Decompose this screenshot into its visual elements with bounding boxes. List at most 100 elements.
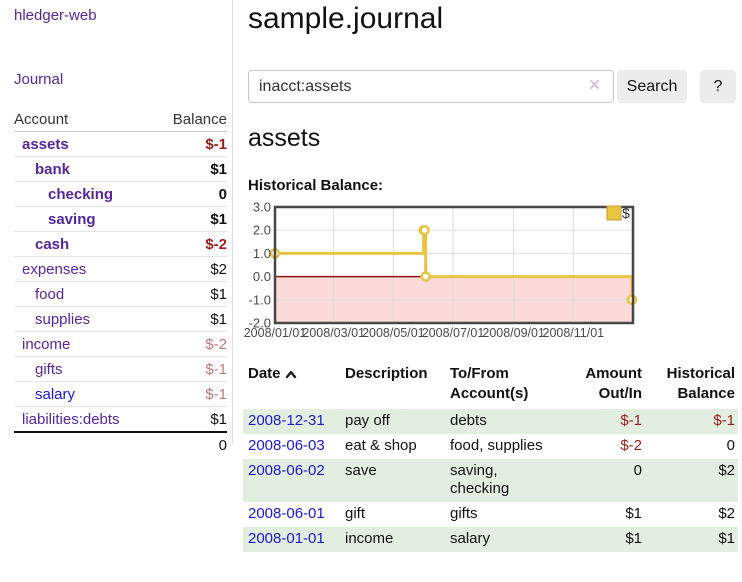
account-balance: $1 xyxy=(210,310,227,328)
y-axis-tick-label: 2.0 xyxy=(253,223,271,238)
transaction-description: gift xyxy=(345,505,366,522)
sort-ascending-icon xyxy=(285,365,297,385)
sidebar-account-link[interactable]: income xyxy=(22,335,71,353)
accounts-table-header: Account Balance xyxy=(14,107,227,132)
y-axis-tick-label: -1.0 xyxy=(249,292,271,307)
sidebar-account-link[interactable]: cash xyxy=(35,235,70,253)
account-balance: $1 xyxy=(210,210,227,228)
sidebar-account-link[interactable]: gifts xyxy=(35,360,63,378)
sidebar-account-link[interactable]: food xyxy=(35,285,65,303)
register-header-row: Date Description To/From Account(s) Amoun… xyxy=(243,364,738,409)
y-axis-tick-label: 3.0 xyxy=(253,200,271,215)
search-input[interactable] xyxy=(248,70,614,103)
clear-search-icon[interactable]: × xyxy=(589,75,601,96)
account-row: gifts $-1 xyxy=(14,357,227,382)
x-axis-tick-label: 2008/05/01 xyxy=(362,326,425,340)
sidebar-account-link[interactable]: assets xyxy=(22,135,69,153)
chart-title: Historical Balance: xyxy=(248,177,384,194)
register-table: Date Description To/From Account(s) Amoun… xyxy=(243,364,738,552)
transaction-amount: $1 xyxy=(625,530,642,547)
transaction-date-link[interactable]: 2008-01-01 xyxy=(248,530,325,547)
sidebar-account-link[interactable]: supplies xyxy=(35,310,91,328)
transaction-date-link[interactable]: 2008-06-02 xyxy=(248,462,325,479)
y-axis-tick-label: 1.0 xyxy=(253,246,271,261)
sidebar-account-link[interactable]: bank xyxy=(35,160,71,178)
transaction-balance: $2 xyxy=(718,505,735,522)
sidebar-item-journal[interactable]: Journal xyxy=(14,71,64,88)
register-row: 2008-06-02 save saving, checking 0 $2 xyxy=(243,459,738,502)
sidebar-account-link[interactable]: expenses xyxy=(22,260,87,278)
account-row: saving $1 xyxy=(14,207,227,232)
chart-border xyxy=(273,205,635,325)
transaction-balance: $2 xyxy=(718,462,735,479)
account-balance: $2 xyxy=(210,260,227,278)
transaction-description: pay off xyxy=(345,412,390,429)
account-balance: $-2 xyxy=(205,335,227,353)
transaction-accounts: debts xyxy=(450,412,487,429)
accounts-table: Account Balance assets $-1 bank $1 checking 0… xyxy=(14,107,227,457)
transaction-amount: $-1 xyxy=(620,412,642,429)
x-axis-tick-label: 2008/07/01 xyxy=(422,326,485,340)
account-balance: $1 xyxy=(210,285,227,303)
accounts-total-value: 0 xyxy=(218,436,227,454)
transaction-description: eat & shop xyxy=(345,437,417,454)
account-row: food $1 xyxy=(14,282,227,307)
search-button[interactable]: Search xyxy=(617,70,687,103)
register-table-body: 2008-12-31 pay off debts $-1 $-1 2008-06-03 ea… xyxy=(243,409,738,552)
transaction-date-link[interactable]: 2008-12-31 xyxy=(248,412,325,429)
account-row: checking 0 xyxy=(14,182,227,207)
transaction-accounts: food, supplies xyxy=(450,437,543,454)
accounts-table-body: assets $-1 bank $1 checking 0 saving $1 cash $-2 e… xyxy=(14,132,227,431)
amount-column-header: Amount Out/In xyxy=(585,365,642,402)
transaction-description: save xyxy=(345,462,377,479)
help-button[interactable]: ? xyxy=(700,70,736,103)
y-axis-tick-label: -2.0 xyxy=(249,316,271,331)
x-axis-tick-label: 2008/01/01 xyxy=(244,326,307,340)
app-title-link[interactable]: hledger-web xyxy=(14,7,97,24)
register-row: 2008-01-01 income salary $1 $1 xyxy=(243,527,738,552)
account-heading: assets xyxy=(248,124,321,152)
register-row: 2008-06-03 eat & shop food, supplies $-2 0 xyxy=(243,434,738,459)
account-balance: $1 xyxy=(210,410,227,428)
accounts-total-row: 0 xyxy=(14,431,227,457)
account-row: liabilities:debts $1 xyxy=(14,407,227,431)
transaction-date-link[interactable]: 2008-06-01 xyxy=(248,505,325,522)
data-point-marker xyxy=(420,271,431,282)
legend-swatch xyxy=(606,205,622,221)
transaction-amount: 0 xyxy=(633,462,642,479)
account-balance: $-1 xyxy=(205,360,227,378)
sidebar-account-link[interactable]: checking xyxy=(48,185,114,203)
account-row: assets $-1 xyxy=(14,132,227,157)
date-column-header[interactable]: Date xyxy=(243,364,345,409)
transaction-balance: $-1 xyxy=(713,412,735,429)
transaction-date-link[interactable]: 2008-06-03 xyxy=(248,437,325,454)
date-header-label: Date xyxy=(248,365,281,382)
sidebar-account-link[interactable]: saving xyxy=(48,210,96,228)
x-axis-tick-label: 2008/11/01 xyxy=(543,326,605,340)
account-balance: $1 xyxy=(210,160,227,178)
account-balance: $-2 xyxy=(205,235,227,253)
transaction-accounts: saving, checking xyxy=(450,462,510,497)
page-title: sample.journal xyxy=(248,2,444,35)
balance-chart: $3.0 2.0 1.0 0.0 -1.0 -2.0 2008/01/01 2008/03/0… xyxy=(244,200,742,342)
account-row: supplies $1 xyxy=(14,307,227,332)
description-column-header: Description xyxy=(345,365,428,382)
account-row: bank $1 xyxy=(14,157,227,182)
register-row: 2008-12-31 pay off debts $-1 $-1 xyxy=(243,409,738,434)
account-row: salary $-1 xyxy=(14,382,227,407)
tofrom-column-header: To/From Account(s) xyxy=(450,365,529,402)
account-balance: $-1 xyxy=(205,135,227,153)
legend-label: $ xyxy=(622,205,630,221)
balance-column-header: Balance xyxy=(172,110,227,128)
transaction-accounts: salary xyxy=(450,530,491,547)
account-balance: 0 xyxy=(218,185,227,203)
register-row: 2008-06-01 gift gifts $1 $2 xyxy=(243,502,738,527)
y-axis-tick-label: 0.0 xyxy=(253,269,271,284)
x-axis-tick-label: 2008/09/01 xyxy=(482,326,545,340)
transaction-description: income xyxy=(345,530,394,547)
sidebar-account-link[interactable]: salary xyxy=(35,385,76,403)
balance-column-header-main: Historical Balance xyxy=(666,365,735,402)
transaction-amount: $-2 xyxy=(620,437,642,454)
sidebar-account-link[interactable]: liabilities:debts xyxy=(22,410,120,428)
